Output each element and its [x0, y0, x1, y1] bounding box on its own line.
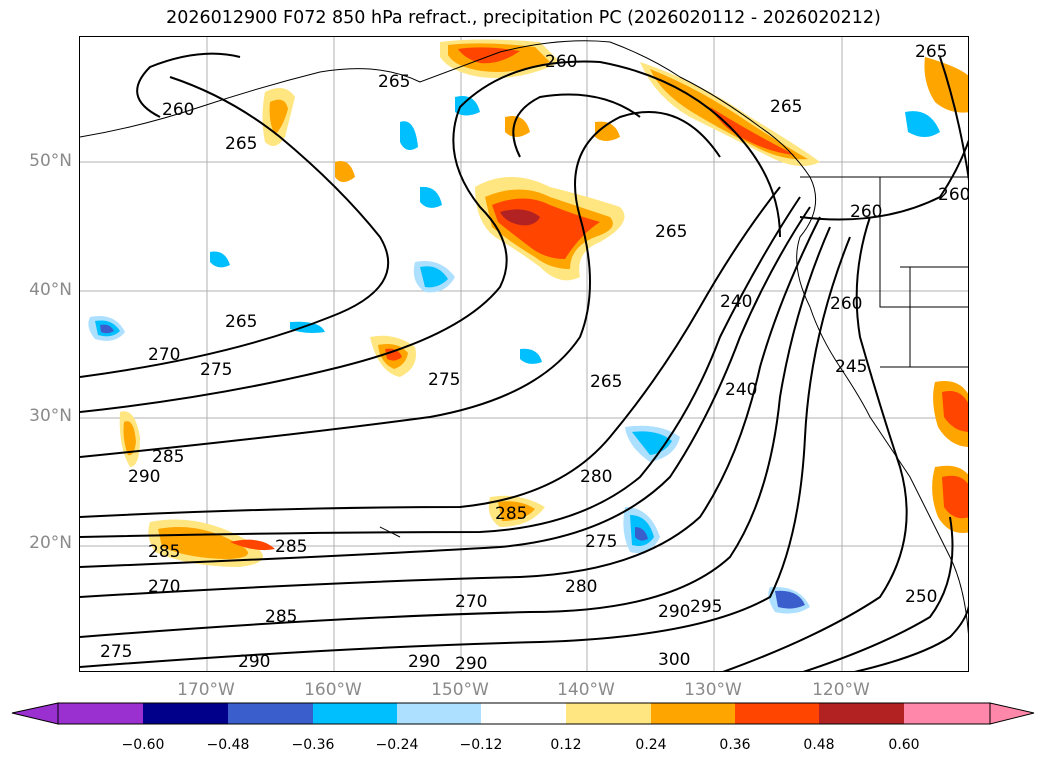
colorbar-tick-label: 0.24	[635, 737, 667, 753]
contour-label: 260	[162, 100, 194, 120]
colorbar-tick-label: −0.36	[291, 737, 335, 753]
lon-label-120w: 120°W	[812, 680, 870, 700]
precip-negative-areas	[88, 96, 940, 614]
contour-label: 285	[265, 607, 297, 627]
contour-label: 265	[225, 312, 257, 332]
contour-label: 285	[152, 447, 184, 467]
lon-label-140w: 140°W	[557, 680, 615, 700]
contour-label: 285	[148, 542, 180, 562]
contour-label: 240	[725, 380, 757, 400]
contour-label: 290	[128, 467, 160, 487]
contour-label: 275	[428, 370, 460, 390]
contour-label: 265	[770, 97, 802, 117]
contour-label: 290	[238, 652, 270, 672]
colorbar-segment	[481, 703, 566, 724]
colorbar-segment	[228, 703, 313, 724]
contour-label: 260	[850, 202, 882, 222]
contour-label: 275	[100, 642, 132, 662]
colorbar	[11, 702, 1035, 725]
lon-label-170w: 170°W	[177, 680, 235, 700]
contour-label: 260	[545, 52, 577, 72]
map-panel: 260 265 260 265 265 265 265 260 260 265 …	[79, 36, 969, 672]
map-canvas: 260 265 260 265 265 265 265 260 260 265 …	[80, 37, 969, 672]
contour-label: 270	[455, 592, 487, 612]
colorbar-segment	[566, 703, 651, 724]
lat-label-20n: 20°N	[29, 533, 72, 553]
colorbar-segment	[58, 703, 143, 724]
colorbar-tick-label: −0.24	[375, 737, 419, 753]
colorbar-tick-label: 0.60	[888, 737, 920, 753]
colorbar-segment	[819, 703, 904, 724]
contour-label: 250	[905, 587, 937, 607]
contour-label: 295	[690, 597, 722, 617]
contour-label: 240	[720, 292, 752, 312]
colorbar-tick-label: −0.12	[459, 737, 503, 753]
contour-label: 275	[585, 532, 617, 552]
colorbar-tick-label: −0.60	[121, 737, 165, 753]
colorbar-tick-label: −0.48	[206, 737, 250, 753]
colorbar-tick-label: 0.36	[719, 737, 751, 753]
contour-label: 270	[148, 577, 180, 597]
contour-label: 265	[655, 222, 687, 242]
colorbar-segment	[904, 703, 990, 724]
colorbar-segment	[143, 703, 228, 724]
contour-label: 245	[835, 357, 867, 377]
colorbar-segment	[651, 703, 735, 724]
colorbar-segment	[735, 703, 819, 724]
contour-label: 270	[148, 345, 180, 365]
lon-label-130w: 130°W	[684, 680, 742, 700]
colorbar-segment	[989, 702, 1035, 725]
contour-label: 290	[658, 602, 690, 622]
contour-label: 275	[200, 360, 232, 380]
lon-label-160w: 160°W	[304, 680, 362, 700]
precip-positive-areas	[119, 39, 968, 567]
contour-label: 265	[225, 134, 257, 154]
contour-label: 265	[590, 372, 622, 392]
contour-label: 265	[378, 72, 410, 92]
contour-label: 290	[455, 654, 487, 672]
lat-label-30n: 30°N	[29, 406, 72, 426]
contour-label: 285	[275, 537, 307, 557]
lat-label-40n: 40°N	[29, 280, 72, 300]
colorbar-segment	[11, 702, 59, 725]
map-title: 2026012900 F072 850 hPa refract., precip…	[166, 8, 881, 28]
colorbar-segment	[313, 703, 397, 724]
colorbar-segment	[397, 703, 481, 724]
contour-label: 280	[580, 467, 612, 487]
lon-label-150w: 150°W	[431, 680, 489, 700]
colorbar-tick-label: 0.12	[550, 737, 582, 753]
colorbar-tick-label: 0.48	[803, 737, 835, 753]
contour-labels: 260 265 260 265 265 265 265 260 260 265 …	[100, 42, 969, 672]
contour-label: 260	[938, 185, 969, 205]
lat-label-50n: 50°N	[29, 151, 72, 171]
contour-label: 265	[915, 42, 947, 62]
colorbar-frame	[57, 702, 991, 725]
refractivity-contours	[80, 52, 968, 671]
contour-label: 260	[830, 294, 862, 314]
coastlines	[80, 40, 968, 635]
contour-label: 285	[495, 504, 527, 524]
contour-label: 280	[565, 577, 597, 597]
contour-label: 300	[658, 650, 690, 670]
contour-label: 290	[408, 652, 440, 672]
